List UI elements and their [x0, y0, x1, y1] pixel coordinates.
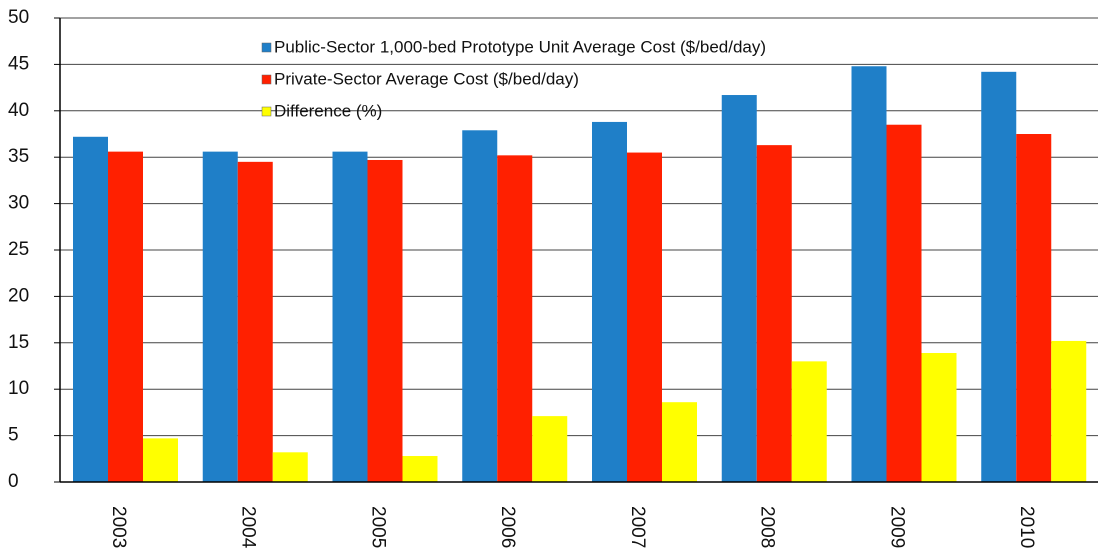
- x-tick-label: 2008: [757, 506, 778, 548]
- x-tick-label: 2010: [1016, 506, 1037, 548]
- bar: [108, 151, 143, 482]
- x-tick-label: 2005: [367, 506, 388, 548]
- bar: [73, 136, 108, 482]
- legend-label: Difference (%): [274, 101, 382, 120]
- y-tick-label: 20: [8, 285, 29, 306]
- bar: [886, 124, 922, 482]
- y-tick-label: 40: [8, 100, 29, 121]
- bar: [202, 151, 238, 482]
- bar: [143, 438, 178, 482]
- bar: [592, 121, 627, 482]
- bar: [462, 130, 498, 482]
- legend-swatch: [261, 42, 272, 53]
- bar: [851, 66, 887, 483]
- bar: [497, 155, 533, 482]
- bar: [402, 456, 438, 482]
- bar: [237, 161, 273, 482]
- bar: [332, 151, 368, 482]
- x-tick-label: 2004: [238, 506, 259, 549]
- y-tick-label: 5: [8, 425, 19, 446]
- bar: [532, 416, 568, 482]
- legend-swatch: [261, 74, 272, 85]
- y-tick-label: 15: [8, 332, 29, 353]
- x-tick-label: 2006: [497, 506, 518, 548]
- x-tick-label: 2007: [627, 506, 648, 548]
- y-tick-label: 25: [8, 239, 29, 260]
- y-tick-label: 45: [8, 53, 29, 74]
- bar: [272, 452, 308, 482]
- bar: [662, 402, 697, 482]
- y-tick-label: 50: [8, 7, 29, 28]
- bar: [791, 361, 827, 482]
- bar: [756, 145, 792, 483]
- legend-label: Public-Sector 1,000-bed Prototype Unit A…: [274, 37, 766, 56]
- bar: [721, 95, 757, 483]
- bar: [921, 353, 957, 482]
- y-tick-label: 0: [8, 471, 19, 492]
- x-tick-label: 2003: [108, 506, 129, 548]
- bar: [1016, 134, 1052, 482]
- legend-label: Private-Sector Average Cost ($/bed/day): [274, 69, 579, 88]
- y-tick-label: 30: [8, 193, 29, 214]
- bar: [981, 71, 1017, 482]
- x-tick-label: 2009: [886, 506, 907, 548]
- bar: [1051, 340, 1087, 482]
- bar: [627, 152, 662, 482]
- y-tick-label: 10: [8, 378, 29, 399]
- bar: [367, 159, 403, 482]
- legend-swatch: [261, 106, 272, 117]
- y-tick-label: 35: [8, 146, 29, 167]
